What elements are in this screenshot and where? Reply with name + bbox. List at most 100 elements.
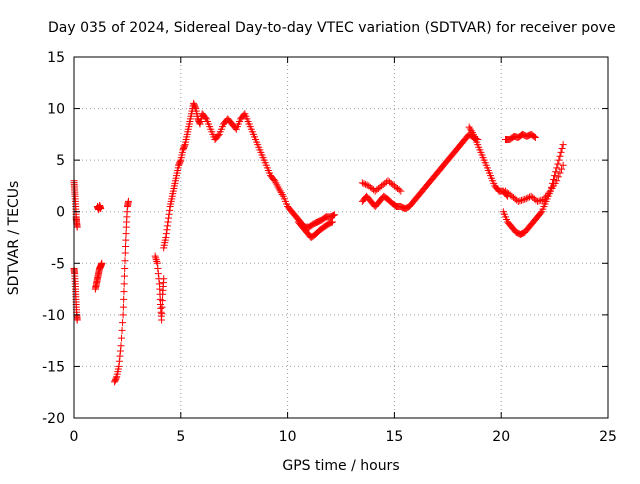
data-point-fill xyxy=(360,180,368,188)
points-layer xyxy=(70,99,567,386)
data-point-fill xyxy=(278,190,286,198)
y-tick-label: -15 xyxy=(42,359,65,375)
data-point-fill xyxy=(120,272,128,280)
data-point xyxy=(331,211,339,219)
ticks-layer: 0 5 10 15 20 25 -20 -15 -10 -5 0 5 10 15 xyxy=(42,50,617,445)
data-point-fill xyxy=(277,189,285,197)
data-point xyxy=(275,185,283,193)
data-point-fill xyxy=(153,257,161,265)
data-point-fill xyxy=(154,270,162,278)
data-point xyxy=(98,259,106,267)
data-point xyxy=(117,342,125,350)
data-point-fill xyxy=(158,310,166,318)
series-seg-j xyxy=(358,130,482,213)
data-point-fill xyxy=(537,209,545,217)
data-point xyxy=(397,187,405,195)
data-point-fill xyxy=(176,157,184,165)
data-point xyxy=(153,259,161,267)
data-point-fill xyxy=(191,103,199,111)
x-tick-label: 0 xyxy=(70,429,79,445)
data-point xyxy=(531,133,539,141)
data-point xyxy=(465,123,473,131)
series-seg-h xyxy=(245,120,339,231)
data-point-fill xyxy=(522,195,530,203)
data-point xyxy=(559,141,567,149)
series-seg-i xyxy=(294,218,336,241)
data-point-fill xyxy=(554,160,562,168)
series-seg-f xyxy=(151,252,168,324)
data-point-fill xyxy=(530,133,538,141)
x-tick-label: 5 xyxy=(176,429,185,445)
series-seg-a xyxy=(70,177,81,231)
grid-layer xyxy=(74,57,608,418)
data-point-fill xyxy=(165,214,173,222)
data-point-fill xyxy=(121,257,129,265)
data-point-fill xyxy=(526,193,534,201)
data-point-fill xyxy=(122,236,130,244)
data-point-fill xyxy=(119,303,127,311)
data-point-fill xyxy=(181,142,189,150)
series-seg-n xyxy=(501,130,539,144)
series-seg-e xyxy=(111,197,132,386)
y-tick-label: 15 xyxy=(47,50,65,66)
data-point-fill xyxy=(162,230,170,238)
data-point-fill xyxy=(201,114,209,122)
data-point-fill xyxy=(158,297,166,305)
data-point-fill xyxy=(554,173,562,181)
data-point-fill xyxy=(118,334,126,342)
data-point-fill xyxy=(195,119,203,127)
data-point xyxy=(120,280,128,288)
data-point-fill xyxy=(115,357,123,365)
data-point-fill xyxy=(118,326,126,334)
data-point xyxy=(151,252,159,260)
data-point xyxy=(555,156,563,164)
series-seg-l xyxy=(465,123,512,200)
data-point-fill xyxy=(214,132,222,140)
data-point-fill xyxy=(158,303,166,311)
data-point-fill xyxy=(152,254,160,262)
data-point xyxy=(559,161,567,169)
data-point xyxy=(121,249,129,257)
data-point-fill xyxy=(163,226,171,234)
y-tick-label: 5 xyxy=(56,153,65,169)
data-point xyxy=(73,223,81,231)
data-point-fill xyxy=(122,230,130,238)
y-tick-label: 0 xyxy=(56,205,65,221)
data-point-fill xyxy=(517,196,525,204)
data-point-fill xyxy=(122,243,130,251)
data-point-fill xyxy=(276,187,284,195)
data-point xyxy=(119,311,127,319)
series-seg-d xyxy=(93,202,105,214)
data-point-fill xyxy=(468,129,476,137)
data-point-fill xyxy=(121,264,129,272)
plot-frame xyxy=(73,56,609,419)
data-point-fill xyxy=(330,211,338,219)
data-point-fill xyxy=(120,288,128,296)
data-point-fill xyxy=(552,168,560,176)
data-point-fill xyxy=(558,165,566,173)
data-point-fill xyxy=(395,186,403,194)
series-seg-m xyxy=(499,141,567,238)
data-point-fill xyxy=(152,256,160,264)
series-seg-k xyxy=(358,177,405,195)
y-tick-label: -10 xyxy=(42,308,65,324)
data-point xyxy=(358,179,366,187)
series-seg-g xyxy=(160,99,253,252)
data-point-fill xyxy=(120,295,128,303)
x-tick-label: 20 xyxy=(492,429,510,445)
data-point-fill xyxy=(516,197,524,205)
data-point-fill xyxy=(553,164,561,172)
series-seg-o xyxy=(501,161,567,205)
data-point xyxy=(534,197,542,205)
data-point-fill xyxy=(154,264,162,272)
data-point xyxy=(521,195,529,203)
data-point-fill xyxy=(163,222,171,230)
data-point-fill xyxy=(556,169,564,177)
data-point xyxy=(115,362,123,370)
data-point-fill xyxy=(467,127,475,135)
data-point-fill xyxy=(537,196,545,204)
data-point-fill xyxy=(535,197,543,205)
data-point-fill xyxy=(466,125,474,133)
